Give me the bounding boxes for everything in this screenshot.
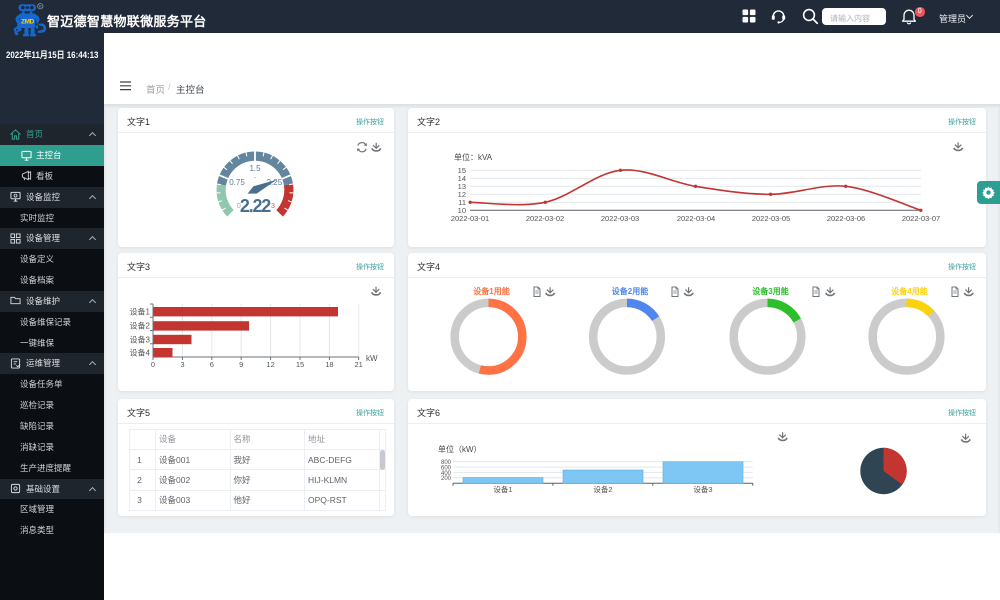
svg-text:设备1: 设备1 <box>130 307 151 317</box>
svg-text:1.5: 1.5 <box>249 164 261 173</box>
svg-text:15: 15 <box>296 360 304 369</box>
svg-text:2022-03-03: 2022-03-03 <box>601 214 639 223</box>
svg-text:12: 12 <box>458 190 466 199</box>
svg-text:设备2: 设备2 <box>130 321 151 331</box>
svg-text:设备4: 设备4 <box>130 348 151 358</box>
svg-text:2022-03-05: 2022-03-05 <box>752 214 790 223</box>
svg-text:12: 12 <box>266 360 274 369</box>
svg-text:设备3: 设备3 <box>130 334 151 344</box>
svg-text:14: 14 <box>458 174 466 183</box>
svg-text:设备2: 设备2 <box>593 484 612 494</box>
svg-text:400: 400 <box>441 471 452 477</box>
svg-text:6: 6 <box>210 360 214 369</box>
svg-text:2.22: 2.22 <box>240 196 271 216</box>
svg-text:21: 21 <box>355 360 363 369</box>
svg-text:kW: kW <box>366 354 378 363</box>
svg-text:3: 3 <box>180 360 184 369</box>
svg-text:单位：kVA: 单位：kVA <box>454 152 493 162</box>
svg-text:设备3: 设备3 <box>693 484 712 494</box>
svg-text:0: 0 <box>237 203 241 210</box>
svg-text:0.75: 0.75 <box>229 178 245 187</box>
svg-text:2022-03-01: 2022-03-01 <box>451 214 489 223</box>
svg-text:11: 11 <box>458 198 466 207</box>
svg-text:R: R <box>39 4 42 9</box>
svg-text:0: 0 <box>151 360 155 369</box>
svg-text:2022-03-07: 2022-03-07 <box>902 214 940 223</box>
svg-text:15: 15 <box>458 166 466 175</box>
svg-text:设备4用能: 设备4用能 <box>891 286 927 296</box>
svg-text:单位（kW）: 单位（kW） <box>438 444 482 454</box>
svg-text:-: - <box>254 176 256 182</box>
svg-text:设备1: 设备1 <box>493 484 512 494</box>
svg-text:18: 18 <box>325 360 333 369</box>
svg-text:2022-03-06: 2022-03-06 <box>827 214 865 223</box>
svg-text:800: 800 <box>441 460 452 466</box>
svg-text:9: 9 <box>239 360 243 369</box>
svg-text:2022-03-02: 2022-03-02 <box>526 214 564 223</box>
svg-text:3: 3 <box>271 203 275 210</box>
svg-text:ZMD: ZMD <box>21 18 34 25</box>
svg-text:10: 10 <box>458 206 466 215</box>
svg-text:设备1用能: 设备1用能 <box>473 286 509 296</box>
svg-text:200: 200 <box>441 476 452 482</box>
svg-text:2.25: 2.25 <box>267 178 283 187</box>
svg-text:设备3用能: 设备3用能 <box>752 286 788 296</box>
svg-text:600: 600 <box>441 465 452 471</box>
svg-text:设备2用能: 设备2用能 <box>612 286 648 296</box>
svg-text:13: 13 <box>458 182 466 191</box>
svg-text:2022-03-04: 2022-03-04 <box>677 214 715 223</box>
